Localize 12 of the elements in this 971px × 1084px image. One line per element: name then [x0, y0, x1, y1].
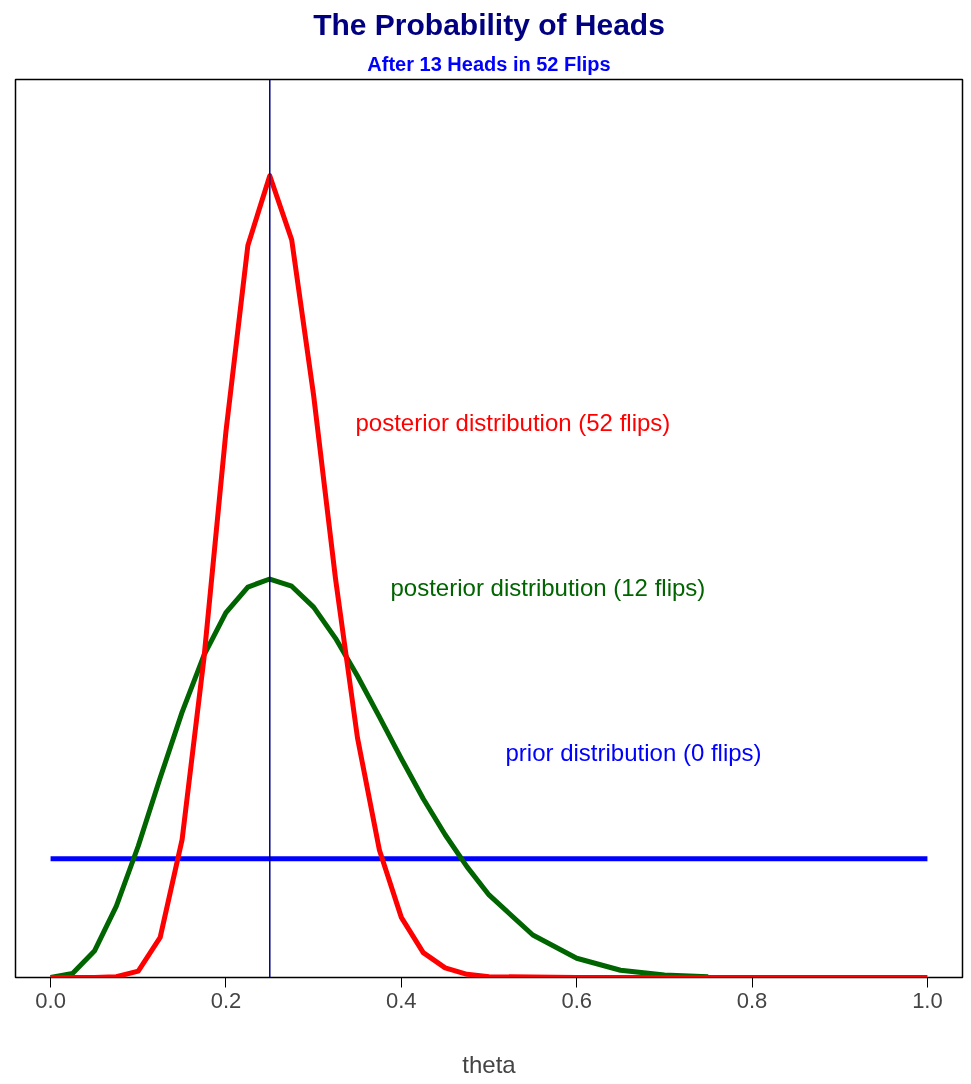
chart-subtitle: After 13 Heads in 52 Flips	[367, 52, 611, 75]
annotation: posterior distribution (12 flips)	[390, 574, 706, 601]
x-tick-label: 1.0	[912, 987, 943, 1013]
annotation: posterior distribution (52 flips)	[355, 409, 671, 436]
x-tick-label: 0.8	[736, 987, 768, 1013]
x-tick-label: 0.0	[35, 987, 66, 1013]
chart-title: The Probability of Heads	[313, 7, 665, 41]
x-tick-label: 0.4	[386, 987, 417, 1013]
x-tick-label: 0.2	[210, 987, 242, 1013]
x-tick-label: 0.6	[561, 987, 592, 1013]
x-axis-title: theta	[462, 1050, 517, 1078]
annotation: prior distribution (0 flips)	[505, 739, 762, 766]
